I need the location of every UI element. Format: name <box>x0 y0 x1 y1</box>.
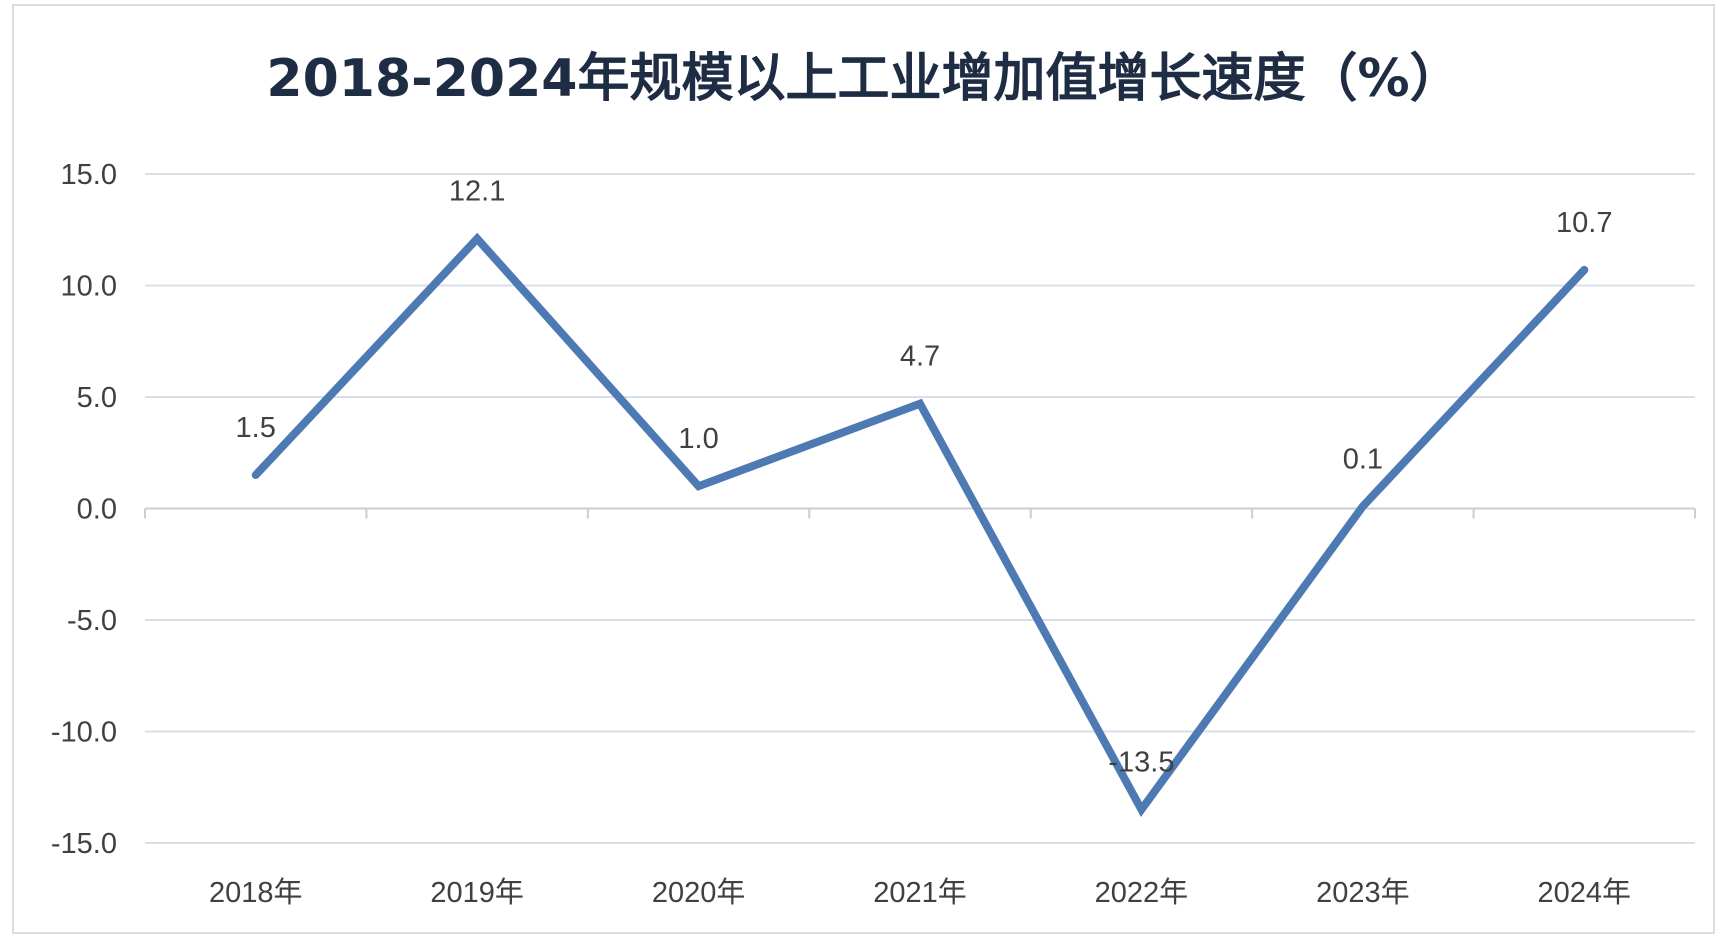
y-tick-label: 15.0 <box>61 159 117 191</box>
y-tick-label: -5.0 <box>67 605 117 637</box>
data-label: 4.7 <box>900 341 940 373</box>
y-tick-label: -10.0 <box>51 717 117 749</box>
data-point <box>917 400 923 407</box>
data-label: 0.1 <box>1343 443 1383 475</box>
data-point <box>474 235 481 242</box>
data-label: 12.1 <box>449 176 505 208</box>
series-line-group <box>251 232 1589 818</box>
data-point <box>1138 806 1145 813</box>
x-tick-label: 2020年 <box>652 876 746 909</box>
y-tick-label: 0.0 <box>77 494 117 526</box>
data-point <box>1359 503 1366 510</box>
series-line <box>251 232 1589 818</box>
y-tick-label: 5.0 <box>77 382 117 414</box>
x-tick-label: 2022年 <box>1095 876 1189 909</box>
data-label: -13.5 <box>1108 747 1174 779</box>
x-tick-label: 2023年 <box>1316 876 1410 909</box>
x-axis <box>144 507 1696 519</box>
gridlines <box>145 173 1695 844</box>
x-tick-label: 2018年 <box>209 876 303 909</box>
x-axis-ticks: 2018年 2019年 2020年 2021年 2022年 2023年 2024年 <box>209 876 1631 909</box>
x-tick-label: 2024年 <box>1538 876 1632 909</box>
data-label: 1.0 <box>678 423 718 455</box>
chart-frame <box>12 4 1715 934</box>
x-tick-label: 2019年 <box>430 876 524 909</box>
y-tick-label: 10.0 <box>61 271 117 303</box>
y-axis-ticks: 15.0 10.0 5.0 0.0 -5.0 -10.0 -15.0 <box>51 159 117 860</box>
data-point <box>252 472 259 479</box>
chart-title: 2018-2024年规模以上工业增加值增长速度（%） <box>266 49 1461 109</box>
data-labels: 1.5 12.1 1.0 4.7 -13.5 0.1 10.7 <box>236 176 1613 779</box>
y-tick-label: -15.0 <box>51 828 117 860</box>
data-point <box>1581 266 1588 273</box>
data-label: 1.5 <box>236 412 276 444</box>
x-tick-label: 2021年 <box>873 876 967 909</box>
data-point <box>695 483 702 490</box>
data-label: 10.7 <box>1556 207 1612 239</box>
